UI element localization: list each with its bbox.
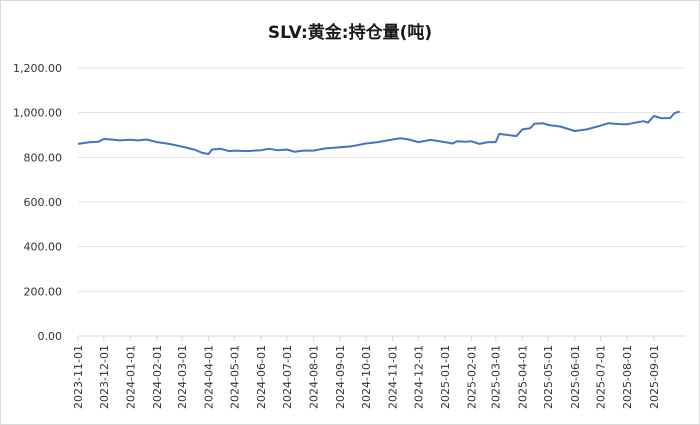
y-tick-label: 1,000.00 <box>13 107 62 120</box>
y-tick-label: 0.00 <box>38 330 63 343</box>
x-tick-label: 2024-10-01 <box>360 345 373 409</box>
y-axis-labels: 0.00 200.00 400.00 600.00 800.00 1,000.00 1,20… <box>13 62 62 343</box>
x-tick-label: 2025-04-01 <box>516 345 529 409</box>
x-tick-label: 2024-11-01 <box>387 345 400 409</box>
x-tick-label: 2025-06-01 <box>569 345 582 409</box>
x-tick-label: 2024-04-01 <box>203 345 216 409</box>
x-tick-label: 2024-02-01 <box>151 345 164 409</box>
x-tick-label: 2025-09-01 <box>648 345 661 409</box>
x-tick-label: 2024-07-01 <box>281 345 294 409</box>
x-tick-label: 2024-01-01 <box>124 345 137 409</box>
x-tick-label: 2024-12-01 <box>412 345 425 409</box>
x-tick-label: 2025-07-01 <box>595 345 608 409</box>
x-tick-label: 2024-09-01 <box>334 345 347 409</box>
x-axis: 2023-11-01 2023-12-01 2024-01-01 2024-02-01… <box>72 335 685 409</box>
y-tick-label: 600.00 <box>24 196 63 209</box>
holdings-line <box>77 110 680 155</box>
x-tick-label: 2023-11-01 <box>72 345 85 409</box>
x-tick-label: 2024-06-01 <box>255 345 268 409</box>
y-tick-label: 1,200.00 <box>13 62 62 75</box>
y-tick-label: 400.00 <box>24 241 63 254</box>
x-tick-label: 2025-05-01 <box>542 345 555 409</box>
y-tick-label: 800.00 <box>24 151 63 164</box>
y-tick-label: 200.00 <box>24 285 63 298</box>
x-tick-label: 2023-12-01 <box>98 345 111 409</box>
x-tick-label: 2025-08-01 <box>621 345 634 409</box>
chart-title: SLV:黄金:持仓量(吨) <box>267 23 433 43</box>
gridlines <box>78 67 685 292</box>
x-tick-label: 2024-05-01 <box>228 345 241 409</box>
x-tick-label: 2024-03-01 <box>176 345 189 409</box>
x-tick-label: 2024-08-01 <box>308 345 321 409</box>
x-tick-label: 2025-01-01 <box>439 345 452 409</box>
x-tick-label: 2025-02-01 <box>466 345 479 409</box>
x-tick-label: 2025-03-01 <box>490 345 503 409</box>
